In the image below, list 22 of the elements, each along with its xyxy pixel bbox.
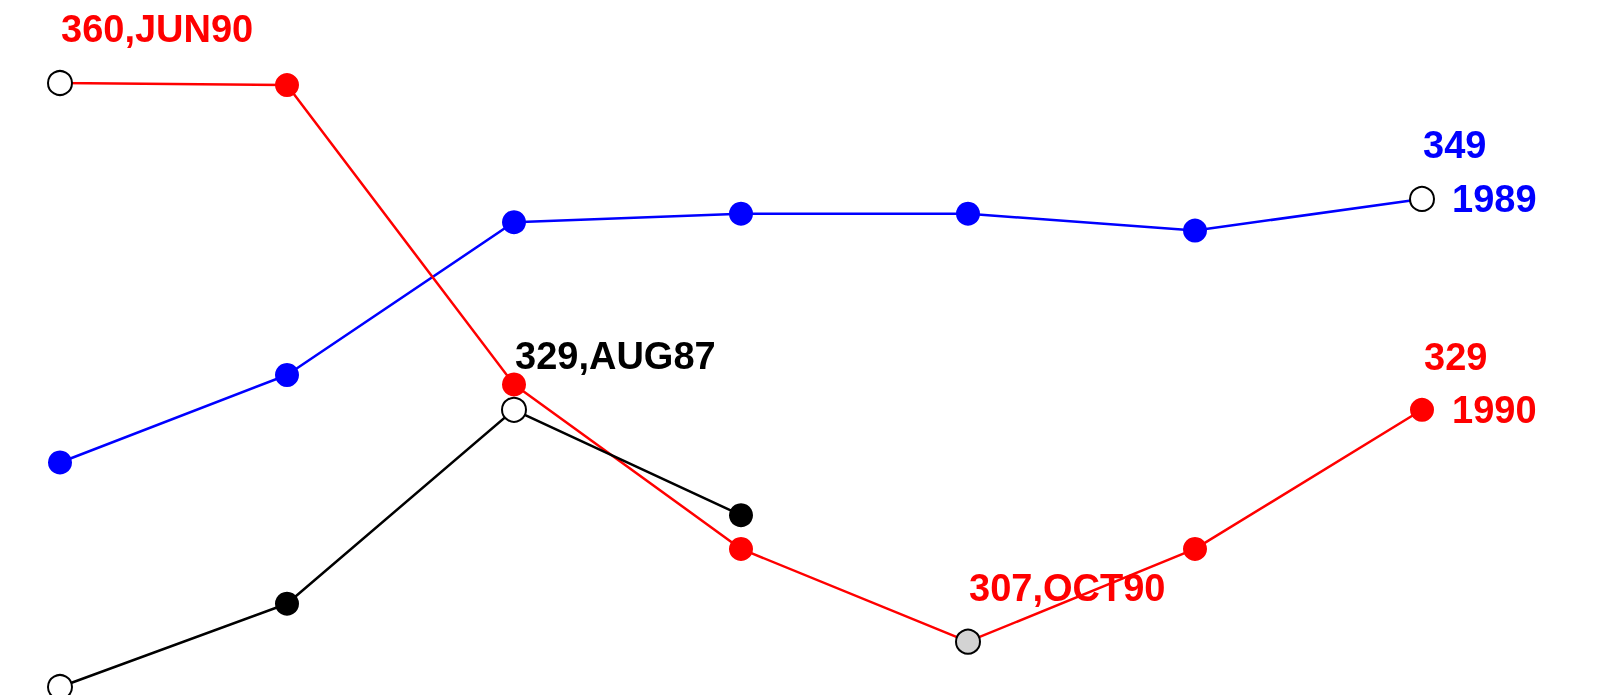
point <box>956 201 980 226</box>
point <box>501 396 527 423</box>
point <box>729 503 753 528</box>
point <box>729 536 753 561</box>
point <box>47 70 73 96</box>
series-label: 1990 <box>1452 388 1537 431</box>
point <box>729 201 753 226</box>
point <box>955 628 981 655</box>
point <box>1410 397 1434 422</box>
data-label: 349 <box>1423 123 1487 166</box>
point <box>1409 185 1435 212</box>
point <box>1183 536 1207 561</box>
data-label: 360,JUN90 <box>61 8 254 50</box>
data-label: 329 <box>1424 335 1488 378</box>
point <box>275 362 299 387</box>
point <box>48 450 72 475</box>
point <box>1183 218 1207 243</box>
data-label: 329,AUG87 <box>515 334 716 377</box>
point <box>275 73 299 98</box>
point <box>502 210 526 235</box>
point <box>275 591 299 616</box>
series-label: 1989 <box>1452 177 1537 220</box>
